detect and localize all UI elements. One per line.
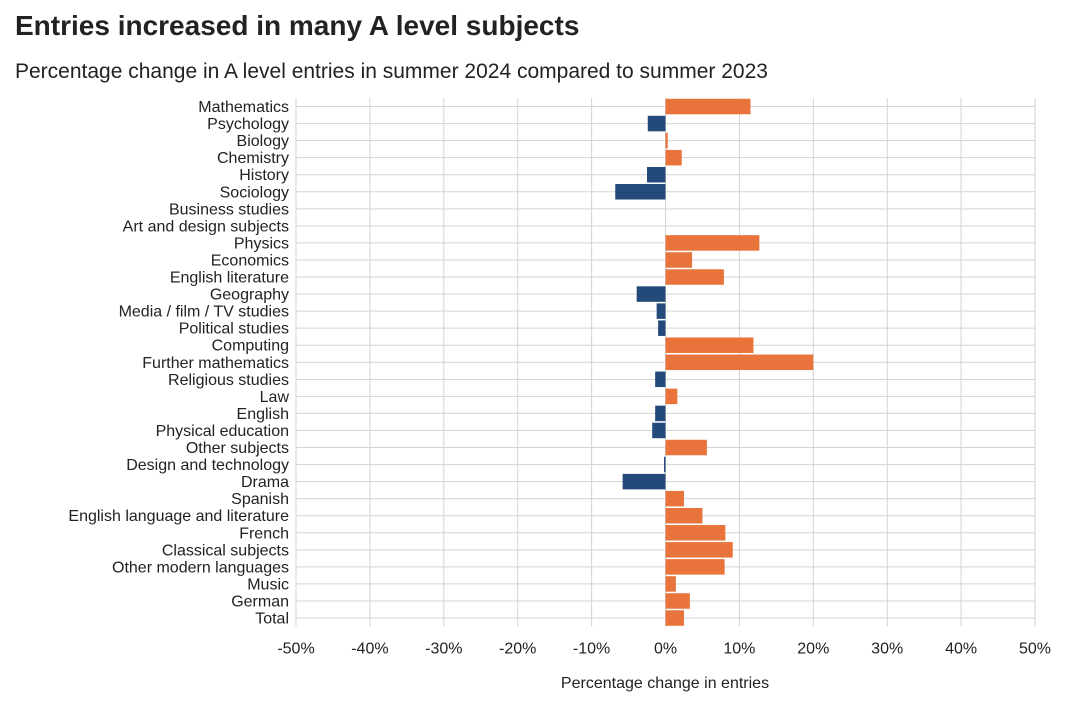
chart-subtitle: Percentage change in A level entries in … xyxy=(15,60,768,83)
x-tick-label: 40% xyxy=(945,641,977,658)
category-label: Drama xyxy=(241,474,289,491)
bar xyxy=(665,149,682,166)
x-tick-label: 10% xyxy=(723,641,755,658)
bar xyxy=(665,252,693,268)
x-tick-label: 30% xyxy=(871,641,903,658)
category-label: English language and literature xyxy=(68,508,289,525)
category-label: Mathematics xyxy=(198,99,289,116)
bar xyxy=(615,184,666,200)
category-label: Other subjects xyxy=(186,440,289,457)
bar xyxy=(665,593,690,609)
bar xyxy=(665,559,725,575)
bar xyxy=(664,456,666,473)
category-label: Chemistry xyxy=(217,150,289,167)
category-label: Religious studies xyxy=(168,372,289,389)
bar xyxy=(665,610,684,626)
category-label: Classical subjects xyxy=(162,542,289,559)
bars xyxy=(615,98,814,626)
category-label: Sociology xyxy=(220,184,289,201)
x-tick-label: 20% xyxy=(797,641,829,658)
chart-title: Entries increased in many A level subjec… xyxy=(15,10,580,41)
x-tick-label: -10% xyxy=(573,641,610,658)
x-tick-labels: -50% -40% -30% -20% -10% 0% 10% 20% 30% 40% 50% xyxy=(277,641,1051,658)
bar xyxy=(665,490,684,507)
bar xyxy=(665,576,676,592)
category-label: Further mathematics xyxy=(142,355,289,372)
bar xyxy=(665,388,678,405)
bar xyxy=(665,542,733,558)
category-label: History xyxy=(239,167,289,184)
bar xyxy=(665,525,726,541)
bar xyxy=(656,303,666,319)
x-tick-label: -20% xyxy=(499,641,536,658)
category-label: Spanish xyxy=(231,491,289,508)
category-label: Economics xyxy=(211,252,289,269)
category-label: Media / film / TV studies xyxy=(119,304,289,321)
bar xyxy=(655,405,666,422)
category-label: Physics xyxy=(234,235,289,252)
category-label: Biology xyxy=(237,133,289,150)
x-tick-label: -30% xyxy=(425,641,462,658)
bar xyxy=(622,473,666,490)
bar xyxy=(636,286,666,302)
x-tick-label: -50% xyxy=(277,641,314,658)
bar xyxy=(665,235,760,251)
category-label: French xyxy=(239,525,289,542)
bar xyxy=(665,439,707,456)
category-label: Computing xyxy=(212,338,289,355)
category-label: Political studies xyxy=(179,321,289,338)
category-label: Physical education xyxy=(156,423,289,440)
bar xyxy=(658,320,666,336)
x-tick-label: -40% xyxy=(351,641,388,658)
category-label: German xyxy=(231,593,289,610)
category-label: Total xyxy=(255,611,289,628)
bar xyxy=(665,269,724,285)
category-label: Art and design subjects xyxy=(123,218,289,235)
x-axis-title: Percentage change in entries xyxy=(561,675,769,692)
bar xyxy=(647,166,666,183)
x-tick-label: 50% xyxy=(1019,641,1051,658)
category-label: Business studies xyxy=(169,201,289,218)
bar xyxy=(652,422,666,439)
bar xyxy=(655,371,666,388)
category-label: English xyxy=(237,406,289,423)
bar xyxy=(665,354,814,371)
category-label: Psychology xyxy=(207,116,289,133)
category-label: Geography xyxy=(210,287,289,304)
bar xyxy=(665,337,754,353)
category-label: Law xyxy=(260,389,290,406)
x-tick-label: 0% xyxy=(654,641,677,658)
category-label: Music xyxy=(247,576,289,593)
bar xyxy=(665,507,703,524)
category-labels: MathematicsPsychologyBiologyChemistryHis… xyxy=(68,99,289,628)
category-label: Design and technology xyxy=(126,457,289,474)
category-label: Other modern languages xyxy=(112,559,289,576)
bar xyxy=(647,115,666,132)
bar xyxy=(665,132,668,149)
category-label: English literature xyxy=(170,270,289,287)
bar xyxy=(665,98,751,115)
